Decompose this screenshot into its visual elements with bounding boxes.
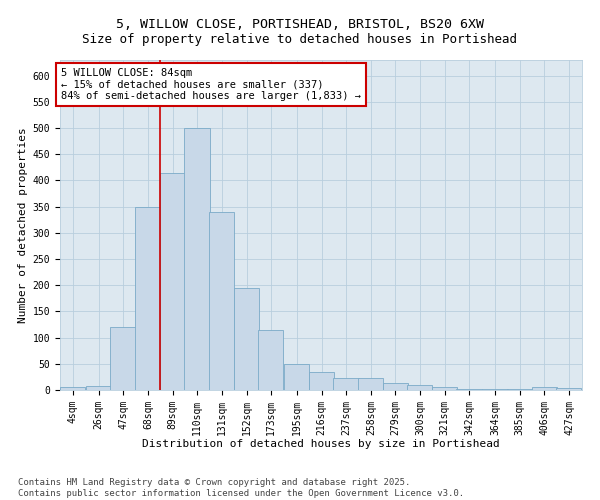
Text: Contains HM Land Registry data © Crown copyright and database right 2025.
Contai: Contains HM Land Registry data © Crown c… <box>18 478 464 498</box>
Bar <box>284 364 309 390</box>
X-axis label: Distribution of detached houses by size in Portishead: Distribution of detached houses by size … <box>142 439 500 449</box>
Y-axis label: Number of detached properties: Number of detached properties <box>19 127 28 323</box>
Bar <box>184 128 209 390</box>
Bar <box>258 330 283 390</box>
Bar <box>383 382 408 390</box>
Bar <box>482 389 508 390</box>
Bar <box>532 388 557 390</box>
Bar <box>334 378 359 390</box>
Bar <box>86 386 111 390</box>
Text: 5 WILLOW CLOSE: 84sqm
← 15% of detached houses are smaller (337)
84% of semi-det: 5 WILLOW CLOSE: 84sqm ← 15% of detached … <box>61 68 361 101</box>
Bar <box>432 387 457 390</box>
Bar <box>233 288 259 390</box>
Bar <box>209 212 234 390</box>
Bar <box>135 206 160 390</box>
Text: 5, WILLOW CLOSE, PORTISHEAD, BRISTOL, BS20 6XW: 5, WILLOW CLOSE, PORTISHEAD, BRISTOL, BS… <box>116 18 484 30</box>
Bar <box>358 378 383 390</box>
Bar <box>110 327 136 390</box>
Bar <box>160 172 185 390</box>
Bar <box>457 389 482 390</box>
Bar <box>556 388 581 390</box>
Bar <box>308 372 334 390</box>
Bar <box>60 388 85 390</box>
Text: Size of property relative to detached houses in Portishead: Size of property relative to detached ho… <box>83 32 517 46</box>
Bar <box>407 385 433 390</box>
